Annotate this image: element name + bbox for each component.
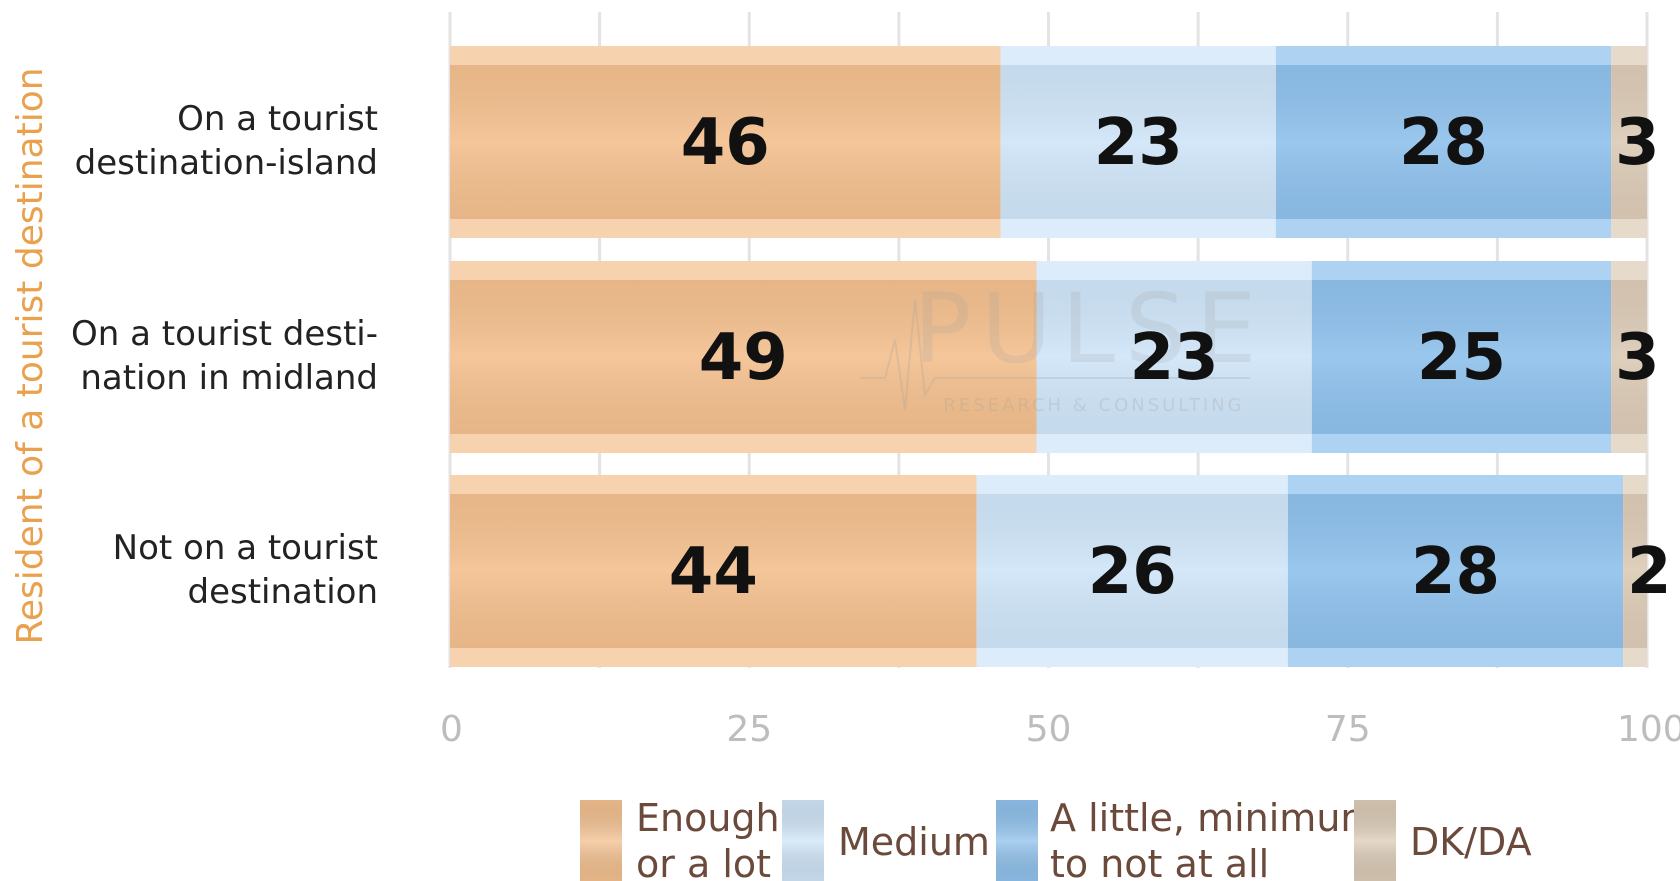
bars bbox=[450, 46, 1647, 667]
legend-label: Medium bbox=[838, 820, 990, 864]
x-tick-label: 25 bbox=[726, 709, 772, 750]
bar-segment-shine bbox=[450, 46, 1001, 238]
bar-segment-shine bbox=[1623, 475, 1647, 667]
category-label: Not on a tourist destination bbox=[113, 528, 378, 612]
category-label: On a tourist desti-nation in midland bbox=[71, 314, 378, 398]
watermark-title: PULSE bbox=[913, 273, 1266, 385]
x-tick-label: 75 bbox=[1325, 709, 1371, 750]
legend-label: DK/DA bbox=[1410, 820, 1532, 864]
bar-segment-shine bbox=[1036, 261, 1312, 453]
data-label: 28 bbox=[1411, 535, 1500, 609]
bar-segment-shine bbox=[1275, 46, 1612, 238]
y-axis-label: Resident of a tourist destination bbox=[10, 67, 51, 644]
bar-segment-shine bbox=[450, 261, 1037, 453]
watermark: PULSE RESEARCH & CONSULTING bbox=[860, 273, 1266, 416]
x-tick-label: 50 bbox=[1026, 709, 1072, 750]
bar-segment-shine bbox=[450, 475, 977, 667]
legend-swatch-shine bbox=[996, 800, 1038, 881]
data-label: 26 bbox=[1088, 535, 1177, 609]
data-label: 49 bbox=[699, 321, 788, 395]
data-label: 25 bbox=[1417, 321, 1506, 395]
bar-segment-shine bbox=[1000, 46, 1276, 238]
bar-segment-shine bbox=[1611, 261, 1647, 453]
data-label: 23 bbox=[1130, 321, 1219, 395]
x-axis-ticks: 0 25 50 75 100 bbox=[440, 709, 1680, 750]
legend: Enough or a lot Medium A little, minimum to … bbox=[580, 796, 1532, 881]
bar-segment-shine bbox=[976, 475, 1288, 667]
bar-segment-shine bbox=[1611, 46, 1647, 238]
data-label: 2 bbox=[1627, 535, 1672, 609]
data-label: 3 bbox=[1615, 321, 1660, 395]
data-label: 46 bbox=[681, 106, 770, 180]
x-tick-label: 100 bbox=[1617, 709, 1680, 750]
legend-label: Enough or a lot bbox=[636, 796, 780, 881]
data-label: 23 bbox=[1094, 106, 1183, 180]
bar-segment-shine bbox=[1311, 261, 1612, 453]
data-label: 44 bbox=[669, 535, 758, 609]
data-labels: 46 23 28 3 49 23 25 3 44 26 28 2 bbox=[669, 106, 1672, 609]
watermark-pulse-line bbox=[860, 299, 1250, 411]
legend-swatch-shine bbox=[782, 800, 824, 881]
data-label: 3 bbox=[1615, 106, 1660, 180]
legend-label: A little, minimum to not at all bbox=[1050, 796, 1377, 881]
bar-segment-shine bbox=[1287, 475, 1624, 667]
category-labels: On a tourist destination-island On a touri… bbox=[71, 99, 378, 612]
data-label: 28 bbox=[1399, 106, 1488, 180]
watermark-subtitle: RESEARCH & CONSULTING bbox=[943, 395, 1244, 416]
category-label: On a tourist destination-island bbox=[75, 99, 378, 183]
legend-swatch-shine bbox=[580, 800, 622, 881]
x-tick-label: 0 bbox=[440, 709, 463, 750]
legend-swatch-shine bbox=[1354, 800, 1396, 881]
